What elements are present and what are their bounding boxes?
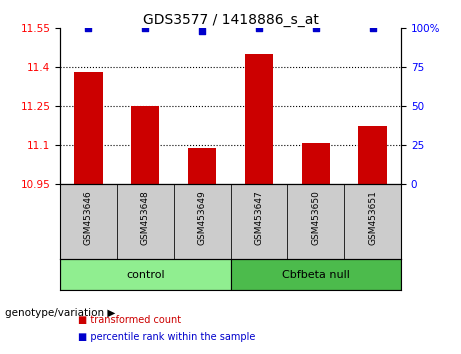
Title: GDS3577 / 1418886_s_at: GDS3577 / 1418886_s_at	[142, 13, 319, 27]
Bar	[188, 148, 216, 184]
Text: GSM453649: GSM453649	[198, 190, 207, 245]
Bar	[131, 106, 160, 184]
Point	[142, 25, 149, 31]
Bar	[74, 73, 102, 184]
Text: GSM453650: GSM453650	[311, 190, 320, 245]
Bar	[358, 126, 387, 184]
Text: GSM453646: GSM453646	[84, 190, 93, 245]
FancyBboxPatch shape	[287, 184, 344, 259]
FancyBboxPatch shape	[230, 184, 287, 259]
Point	[85, 25, 92, 31]
Point	[312, 25, 319, 31]
Point	[255, 25, 263, 31]
FancyBboxPatch shape	[60, 259, 230, 290]
Text: ■ transformed count: ■ transformed count	[78, 315, 182, 325]
FancyBboxPatch shape	[230, 259, 401, 290]
Point	[198, 29, 206, 34]
Bar	[245, 54, 273, 184]
FancyBboxPatch shape	[344, 184, 401, 259]
Text: ■ percentile rank within the sample: ■ percentile rank within the sample	[78, 332, 256, 342]
FancyBboxPatch shape	[60, 184, 117, 259]
Text: GSM453648: GSM453648	[141, 190, 150, 245]
Text: genotype/variation ▶: genotype/variation ▶	[5, 308, 115, 318]
FancyBboxPatch shape	[117, 184, 174, 259]
Text: Cbfbeta null: Cbfbeta null	[282, 270, 350, 280]
FancyBboxPatch shape	[174, 184, 230, 259]
Text: GSM453647: GSM453647	[254, 190, 263, 245]
Point	[369, 25, 376, 31]
Text: GSM453651: GSM453651	[368, 190, 377, 245]
Text: control: control	[126, 270, 165, 280]
Bar	[301, 143, 330, 184]
